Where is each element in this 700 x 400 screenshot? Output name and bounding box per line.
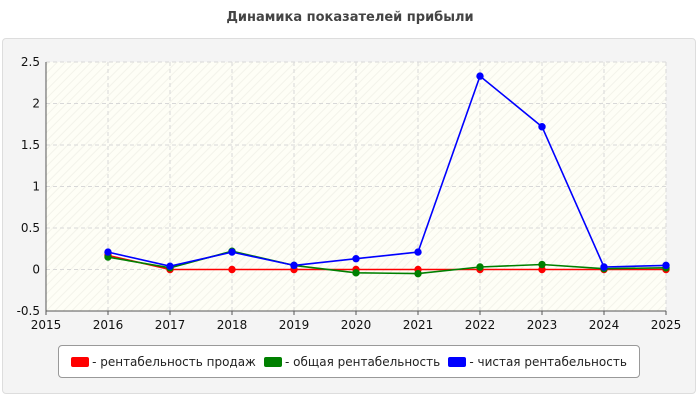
x-tick-label: 2024 bbox=[589, 318, 620, 332]
data-point bbox=[414, 248, 422, 256]
y-tick-label: 0 bbox=[32, 263, 40, 277]
y-tick-label: 0.5 bbox=[21, 221, 40, 235]
x-tick-label: 2019 bbox=[279, 318, 310, 332]
legend-label: - рентабельность продаж bbox=[92, 354, 256, 369]
legend-label: - общая рентабельность bbox=[285, 354, 441, 369]
legend-swatch bbox=[264, 356, 283, 367]
x-tick-label: 2022 bbox=[465, 318, 496, 332]
data-point bbox=[476, 263, 484, 271]
chart-title: Динамика показателей прибыли bbox=[226, 10, 474, 25]
data-point bbox=[476, 72, 484, 80]
y-tick-label: 1.5 bbox=[21, 138, 40, 152]
data-point bbox=[352, 269, 360, 277]
series-line-1 bbox=[107, 254, 666, 271]
data-point bbox=[662, 261, 670, 270]
legend-swatch bbox=[71, 356, 90, 367]
data-point bbox=[290, 261, 298, 270]
x-tick-label: 2020 bbox=[341, 318, 372, 332]
data-point bbox=[104, 248, 112, 256]
x-tick-label: 2017 bbox=[155, 318, 186, 332]
data-point bbox=[538, 260, 546, 269]
legend-swatch bbox=[448, 356, 467, 367]
x-tick-label: 2025 bbox=[651, 318, 682, 332]
x-tick-label: 2015 bbox=[31, 318, 62, 332]
data-point bbox=[600, 263, 608, 271]
legend-item: - общая рентабельность bbox=[264, 355, 440, 369]
data-point bbox=[538, 123, 546, 131]
x-tick-label: 2016 bbox=[93, 318, 124, 332]
data-point bbox=[352, 255, 360, 263]
x-tick-label: 2018 bbox=[217, 318, 248, 332]
chart-legend: - рентабельность продаж - общая рентабель… bbox=[58, 345, 640, 378]
y-tick-label: -0.5 bbox=[17, 304, 40, 318]
legend-label: - чистая рентабельность bbox=[469, 354, 627, 369]
y-tick-label: 2.5 bbox=[21, 55, 40, 69]
data-point bbox=[228, 248, 236, 256]
x-tick-label: 2021 bbox=[403, 318, 434, 332]
series-line-3 bbox=[107, 75, 667, 268]
y-tick-label: 1 bbox=[32, 180, 40, 194]
y-tick-label: 2 bbox=[32, 97, 40, 111]
legend-item: - рентабельность продаж bbox=[71, 355, 256, 369]
data-point bbox=[228, 265, 236, 274]
legend-item: - чистая рентабельность bbox=[448, 355, 627, 369]
data-point bbox=[414, 269, 422, 278]
data-point bbox=[166, 262, 174, 270]
x-tick-label: 2023 bbox=[527, 318, 558, 332]
